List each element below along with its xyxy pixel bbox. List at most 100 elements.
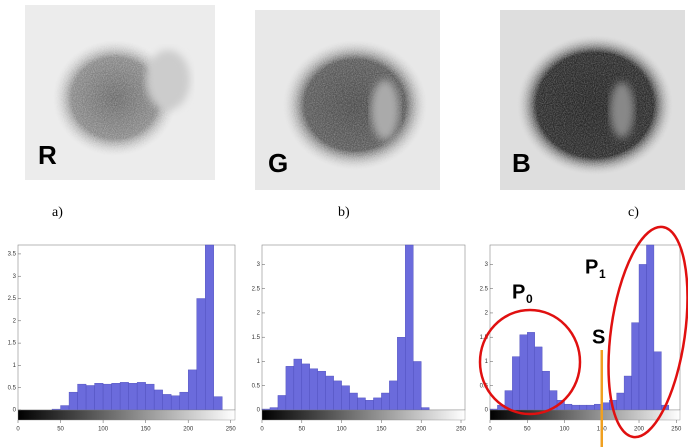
x-tick-label: 0 <box>260 427 264 433</box>
highlight-ellipse <box>478 308 582 416</box>
lesion <box>146 50 190 110</box>
histogram-bar <box>519 334 528 411</box>
histogram-bar <box>349 392 358 411</box>
histogram-bar <box>128 383 138 411</box>
y-tick-label: 3 <box>13 274 17 280</box>
histogram-bar <box>153 389 163 411</box>
colorbar <box>261 409 466 421</box>
histogram-bar <box>357 397 366 411</box>
histogram-bar <box>205 244 214 411</box>
histogram-bar <box>527 332 535 411</box>
highlight-ellipse <box>607 225 688 439</box>
histogram-bar <box>309 368 318 411</box>
annotation-subscript: 1 <box>599 267 606 281</box>
lesion <box>371 80 399 140</box>
y-tick-label: 0.5 <box>480 383 489 389</box>
histogram-bar <box>301 363 310 411</box>
histogram-bar <box>60 405 70 411</box>
histogram-bar <box>646 244 655 411</box>
y-tick-label: 0.5 <box>252 383 261 389</box>
histogram-bar <box>77 383 87 411</box>
histogram-bar <box>179 391 189 411</box>
lesion <box>53 40 177 156</box>
lesion <box>610 82 634 138</box>
x-tick-label: 150 <box>141 427 152 433</box>
histogram-bar <box>653 351 662 411</box>
y-tick-label: 2 <box>257 311 261 317</box>
histogram-bar <box>102 383 112 411</box>
histogram-bar <box>512 356 521 411</box>
annotation: P <box>512 281 525 303</box>
image-letter: B <box>512 148 531 178</box>
image-b <box>500 10 685 190</box>
y-tick-label: 1 <box>257 359 261 365</box>
y-tick-label: 2.5 <box>8 296 17 302</box>
y-tick-label: 3.5 <box>8 251 17 257</box>
x-tick-label: 200 <box>183 427 194 433</box>
x-tick-label: 250 <box>456 427 467 433</box>
histogram-bar <box>579 404 588 411</box>
x-tick-label: 250 <box>671 427 682 433</box>
y-tick-label: 2.5 <box>252 286 261 292</box>
y-tick-label: 0.5 <box>8 385 17 391</box>
x-tick-label: 200 <box>634 427 645 433</box>
histogram-bar <box>341 385 350 411</box>
y-tick-label: 0 <box>257 408 261 414</box>
histogram-bar <box>421 407 430 411</box>
histogram-bar <box>413 361 422 411</box>
histogram-bar <box>365 400 374 411</box>
x-tick-label: 50 <box>524 427 531 433</box>
histogram-bar <box>616 392 625 411</box>
caption: a) <box>52 205 63 220</box>
histogram-bar <box>187 369 197 411</box>
histogram-bar <box>333 380 342 411</box>
annotation-subscript: 0 <box>526 292 533 306</box>
histogram-bar <box>389 380 398 411</box>
y-tick-label: 1.5 <box>8 341 17 347</box>
histogram-bar <box>119 382 129 411</box>
y-tick-label: 3 <box>485 262 489 268</box>
y-tick-label: 0 <box>13 408 17 414</box>
histogram-bar <box>68 391 78 411</box>
histogram-bar <box>162 394 172 411</box>
histogram-bar <box>381 392 390 411</box>
histogram-bar <box>564 403 573 411</box>
colorbar <box>489 409 681 421</box>
y-tick-label: 2 <box>485 311 489 317</box>
x-tick-label: 100 <box>337 427 348 433</box>
histogram-bar <box>541 370 550 411</box>
y-tick-label: 1 <box>485 359 489 365</box>
x-tick-label: 250 <box>226 427 237 433</box>
histogram-bar <box>111 383 121 411</box>
image-letter: R <box>38 140 57 170</box>
histogram-bar <box>586 404 595 411</box>
x-tick-label: 200 <box>416 427 427 433</box>
y-tick-label: 3 <box>257 262 261 268</box>
y-tick-label: 2 <box>13 318 17 324</box>
histogram-bar <box>638 264 647 411</box>
histogram-bar <box>293 358 303 411</box>
histogram-bar <box>285 366 295 411</box>
histogram-bar <box>196 298 206 411</box>
histogram-bar <box>397 337 406 411</box>
histogram-bar <box>145 383 155 411</box>
y-tick-label: 2.5 <box>480 286 489 292</box>
x-tick-label: 100 <box>98 427 109 433</box>
annotation: S <box>592 326 605 348</box>
x-tick-label: 100 <box>560 427 571 433</box>
histogram-bar <box>277 395 287 411</box>
histogram-bar <box>373 397 382 411</box>
histogram-bar <box>85 385 95 411</box>
caption: b) <box>338 205 350 220</box>
histogram-bar <box>623 375 632 411</box>
x-tick-label: 50 <box>57 427 64 433</box>
histogram-bar <box>571 404 580 411</box>
x-tick-label: 150 <box>376 427 387 433</box>
histogram-bar <box>94 383 104 411</box>
histogram-bar <box>405 244 414 411</box>
histogram-bar <box>269 407 279 411</box>
image-letter: G <box>268 148 288 178</box>
histogram-bar <box>317 370 326 411</box>
image-g <box>255 10 440 190</box>
